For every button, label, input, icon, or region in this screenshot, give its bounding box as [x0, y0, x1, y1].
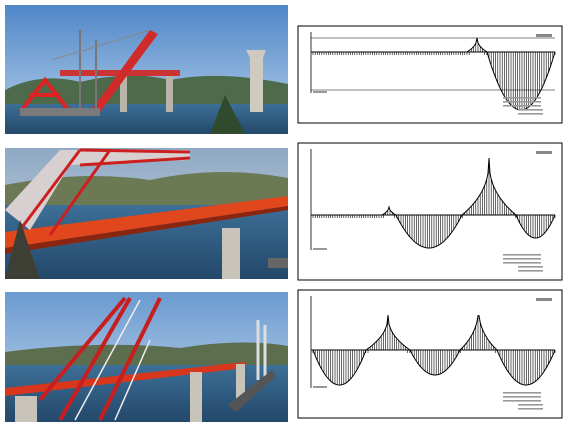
note-smudge [518, 113, 543, 115]
photo-1 [5, 5, 288, 134]
note-smudge [518, 408, 543, 410]
note-smudge [503, 392, 541, 394]
legend-smudge [536, 298, 552, 301]
moment-diagram [298, 143, 562, 280]
legend-smudge [536, 34, 552, 37]
note-smudge [503, 254, 541, 256]
note-smudge [503, 396, 541, 398]
note-smudge [503, 262, 541, 264]
note-smudge [503, 258, 541, 260]
note-smudge [518, 109, 543, 111]
axis-smudge [313, 248, 327, 250]
note-smudge [503, 101, 541, 103]
figure [0, 0, 574, 423]
note-smudge [518, 270, 543, 272]
photo-3 [5, 292, 288, 422]
note-smudge [503, 97, 541, 99]
axis-smudge [313, 91, 327, 93]
moment-diagram [298, 26, 562, 123]
note-smudge [503, 400, 541, 402]
legend-smudge [536, 151, 552, 154]
photo-2 [5, 148, 288, 279]
axis-smudge [313, 386, 327, 388]
note-smudge [503, 105, 541, 107]
note-smudge [518, 266, 543, 268]
diagrams [298, 26, 562, 418]
diagram-frame [298, 290, 562, 418]
note-smudge [518, 404, 543, 406]
moment-diagram [298, 290, 562, 418]
diagram-frame [298, 26, 562, 123]
